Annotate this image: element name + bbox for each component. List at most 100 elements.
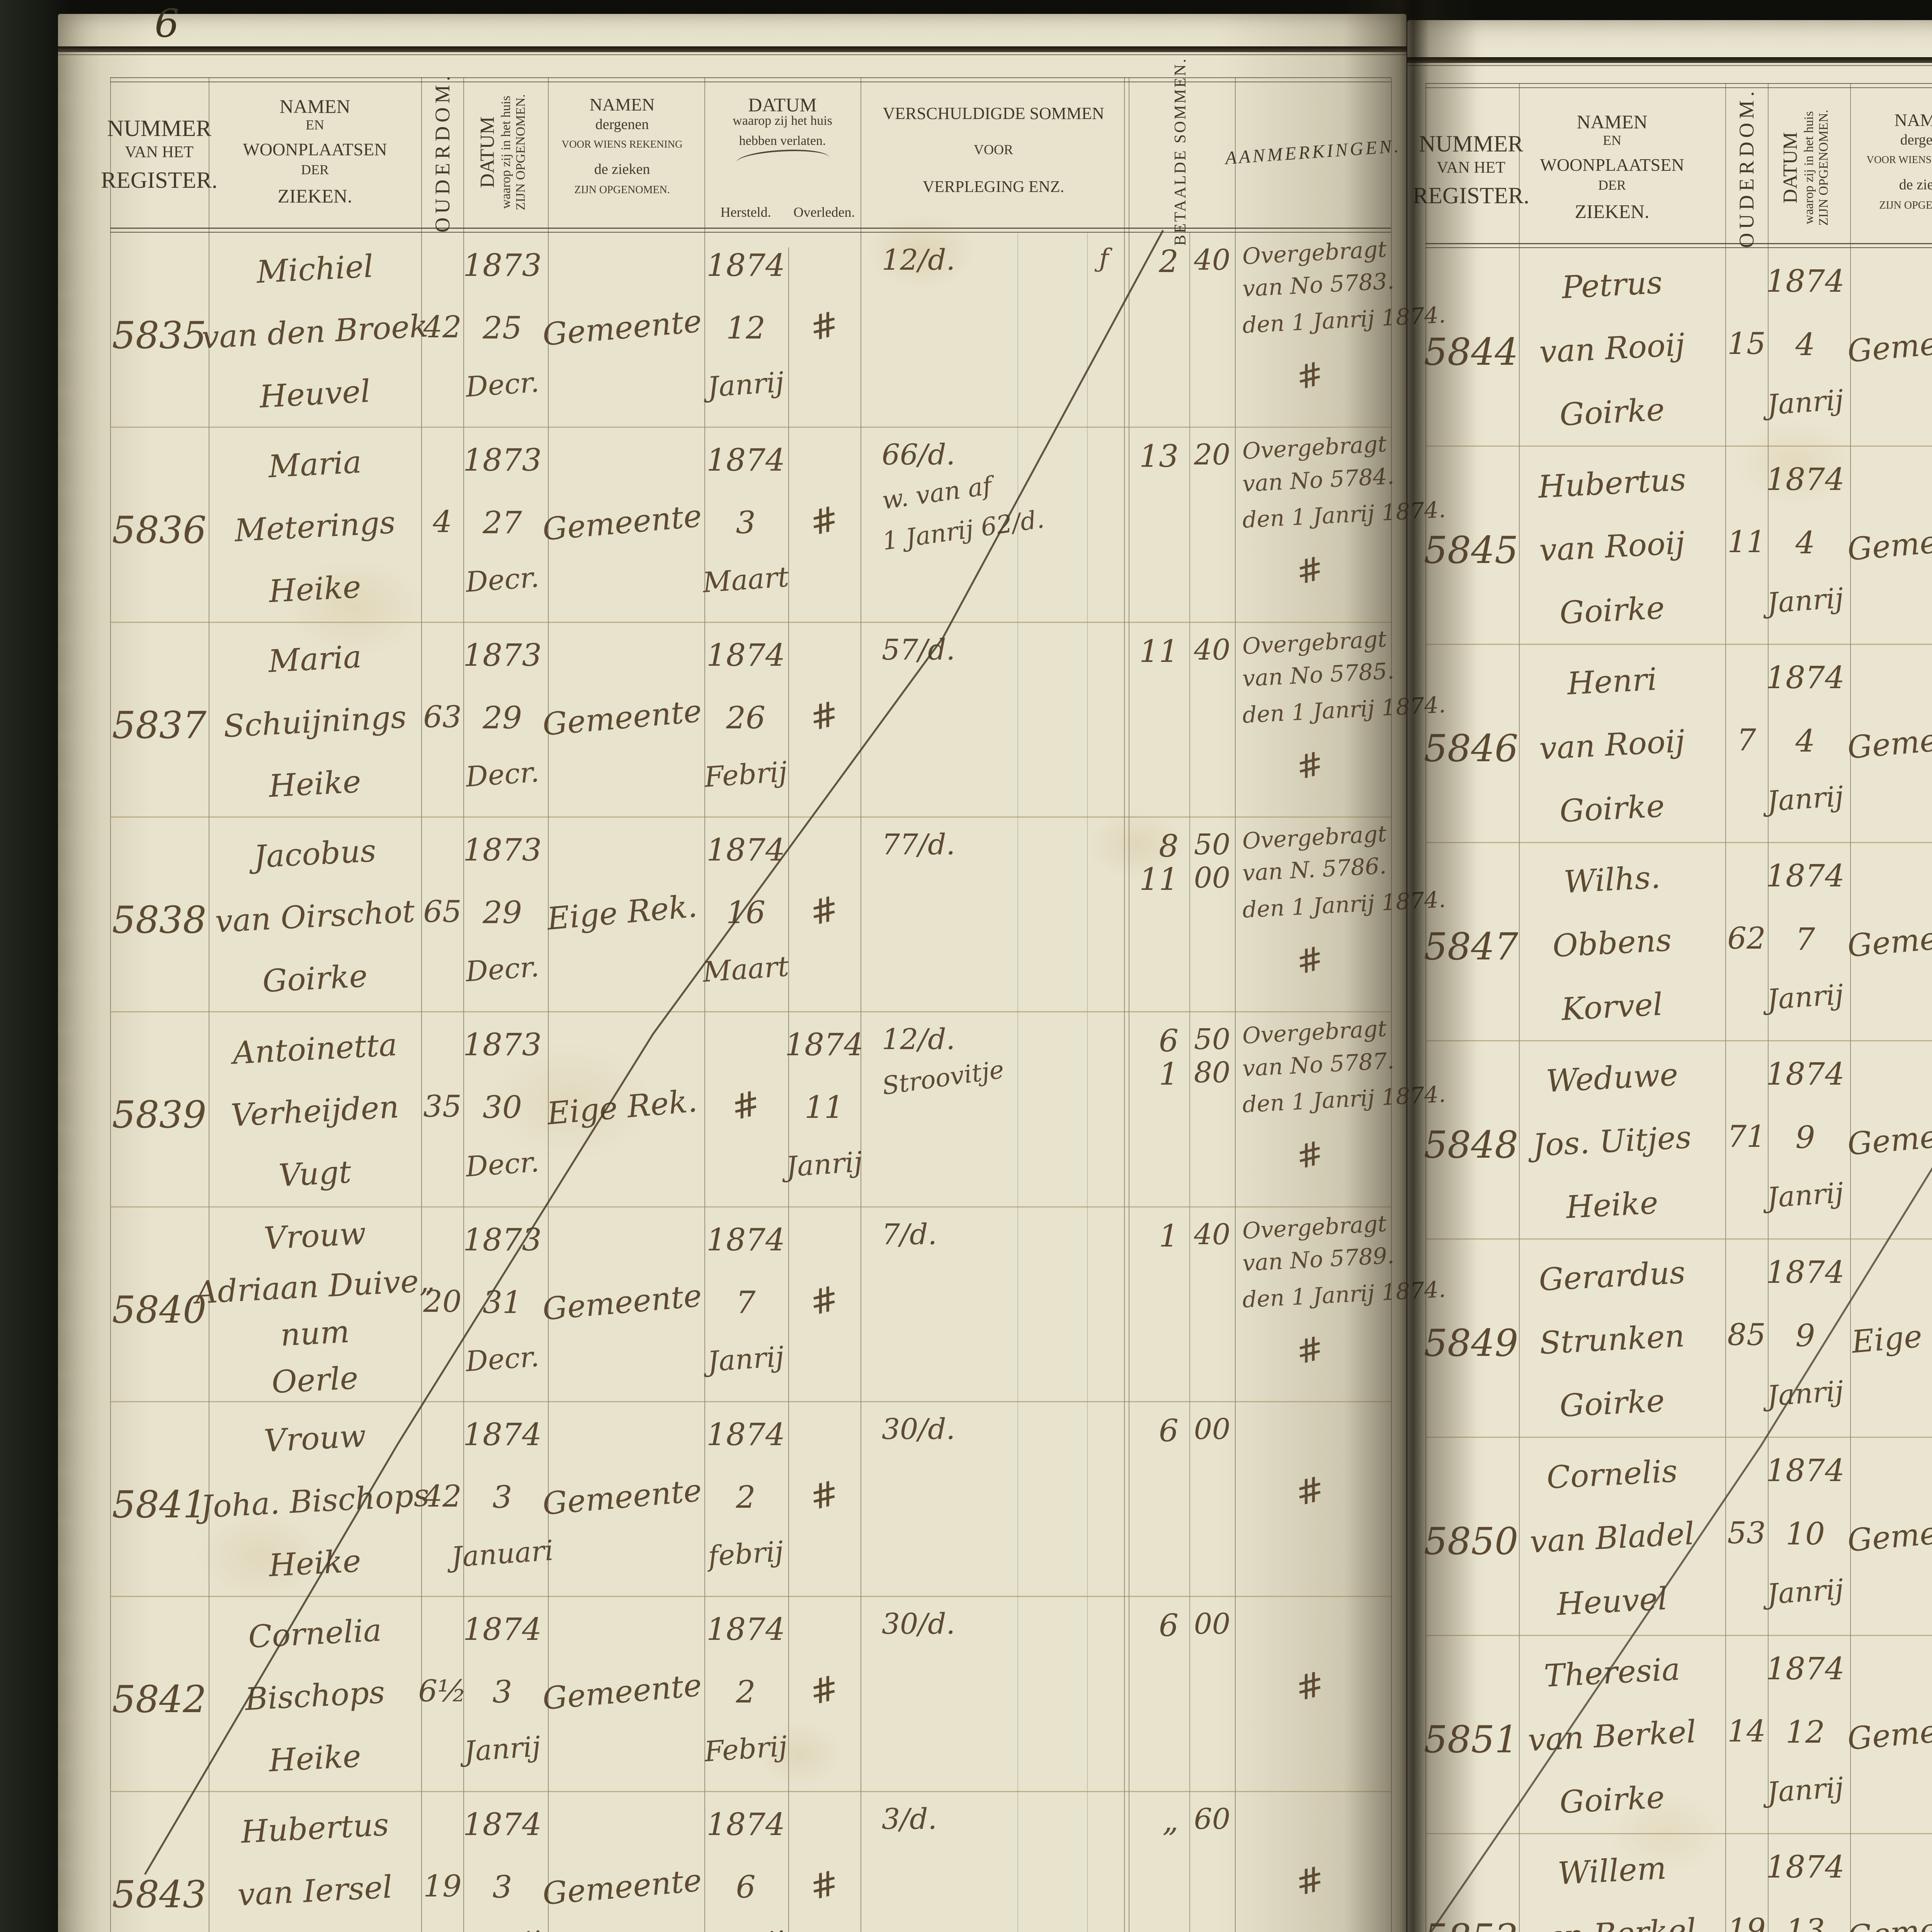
- patient-name-line: Maria: [267, 444, 362, 485]
- register-number: 5850: [1423, 1520, 1519, 1563]
- overleden-year: 1874: [785, 1027, 864, 1063]
- rule-vertical: [1519, 83, 1520, 1932]
- patient-name-line: van Berkel: [1527, 1912, 1697, 1932]
- rule-horizontal: [110, 1206, 1391, 1208]
- patient-name-line: Strunken: [1539, 1318, 1685, 1361]
- col-header-rekening: dergenen: [1900, 132, 1932, 148]
- patient-name-line: Heuvel: [259, 373, 371, 415]
- account-name: Gemeente: [541, 1862, 703, 1912]
- hersteld-year: 1874: [706, 1417, 785, 1452]
- hersteld-month: febrij: [707, 1535, 785, 1573]
- register-number: 5841: [112, 1483, 207, 1526]
- admission-month: Janrij: [1766, 582, 1845, 619]
- col-header-aanmerkingen: AANMERKINGEN.: [1225, 136, 1401, 168]
- admission-year: 1874: [463, 1611, 542, 1647]
- page-top-edge: [58, 46, 1406, 52]
- page-top-edge-rule: [1407, 65, 1932, 66]
- admission-year: 1874: [1766, 1651, 1845, 1687]
- remark-line: Overgebragt: [1242, 430, 1388, 464]
- patient-name-line: Joha. Bischops: [199, 1477, 430, 1525]
- col-header-betaalde-sommen: BETAALDE SOMMEN.: [1172, 57, 1189, 246]
- patient-name-line: van Oirschot: [214, 893, 416, 940]
- patient-name-line: Petrus: [1561, 264, 1663, 306]
- days-due-line: 66/d.: [882, 438, 955, 471]
- rule-vertical: [421, 77, 422, 1932]
- col-header-datum-verlaten: hebben verlaten.: [739, 134, 826, 148]
- account-name: Gemeente: [1846, 518, 1932, 568]
- paid-cents: 50: [1194, 1023, 1231, 1056]
- rule-vertical: [1850, 83, 1851, 1932]
- patient-name-line: Goirke: [1558, 787, 1666, 830]
- patient-age: 62: [1727, 921, 1766, 956]
- patient-age: 53: [1727, 1516, 1766, 1551]
- patient-name-line: Jacobus: [253, 832, 377, 875]
- admission-day: 4: [1795, 525, 1815, 561]
- account-name: Gemeente: [541, 693, 703, 743]
- register-number: 5852: [1424, 1916, 1518, 1932]
- hersteld-month: Febrij: [703, 1730, 788, 1768]
- col-header-rekening: dergenen: [595, 116, 649, 133]
- col-header-hersteld: Hersteld.: [720, 204, 771, 220]
- patient-age: 6½: [418, 1674, 467, 1709]
- rule-vertical: [1768, 83, 1769, 1932]
- rule-horizontal: [1425, 247, 1932, 248]
- patient-name-line: Goirke: [261, 957, 369, 1000]
- rule-horizontal: [1425, 243, 1932, 244]
- register-number: 5839: [112, 1093, 207, 1136]
- admission-day: 9: [1795, 1119, 1815, 1155]
- days-due-line: 3/d.: [882, 1803, 937, 1836]
- paid-guilders: 1: [1159, 1056, 1179, 1092]
- admission-month: Decr.: [464, 561, 540, 599]
- remark-mark: #: [1291, 1858, 1329, 1904]
- col-header-datum-verlaten: waarop zij het huis: [733, 114, 832, 128]
- admission-year: 1873: [463, 247, 542, 283]
- rule-horizontal: [110, 427, 1391, 428]
- col-header-datum-opgenomen-line: waarop zij in het huis: [1802, 111, 1816, 224]
- rule-vertical: [1124, 77, 1125, 1932]
- register-number: 5836: [112, 509, 207, 552]
- admission-day: 12: [1786, 1714, 1825, 1750]
- patient-name-line: Obbens: [1551, 922, 1673, 964]
- admission-day: 29: [483, 700, 522, 736]
- account-name: Eige Rek.: [545, 888, 699, 937]
- rule-horizontal: [1425, 1238, 1932, 1240]
- remark-line: van No 5785.: [1242, 657, 1395, 692]
- col-header-rekening: de zieken: [1899, 177, 1932, 193]
- patient-name-line: Heike: [268, 1543, 362, 1584]
- days-due-line: 12/d.: [882, 243, 955, 277]
- register-number: 5848: [1423, 1123, 1519, 1167]
- hersteld-mark: #: [727, 1082, 765, 1128]
- hersteld-year: 1874: [706, 1222, 785, 1258]
- account-name: Gemeente: [1846, 716, 1932, 766]
- patient-name-line: Goirke: [1558, 391, 1666, 433]
- paid-guilders: 6: [1159, 1413, 1179, 1449]
- days-due-line: 77/d.: [882, 828, 955, 861]
- patient-age: 20: [423, 1284, 462, 1319]
- col-header-datum-opgenomen: DATUM waarop zij in het huis ZIJN OPGENOME…: [476, 94, 528, 210]
- patient-age: 15: [1727, 327, 1766, 361]
- admission-month: Decr.: [464, 1340, 540, 1378]
- hersteld-day: 6: [736, 1869, 756, 1905]
- overleden-mark: #: [805, 1277, 843, 1323]
- admission-day: 3: [492, 1479, 512, 1515]
- col-header-datum-opgenomen-line: DATUM: [1779, 132, 1801, 204]
- paid-cents: 40: [1194, 243, 1231, 277]
- days-due-line: 30/d.: [882, 1413, 955, 1446]
- admission-year: 1873: [463, 1222, 542, 1258]
- admission-year: 1874: [1766, 1254, 1845, 1290]
- rule-vertical: [110, 77, 111, 1932]
- hersteld-month: Janrij: [706, 1340, 785, 1378]
- header-brace: [736, 147, 829, 163]
- admission-year: 1873: [463, 637, 542, 673]
- account-name: Gemeente: [541, 1667, 703, 1717]
- overleden-mark: #: [805, 498, 843, 544]
- patient-name-line: Hubertus: [1537, 461, 1687, 505]
- rule-vertical: [463, 77, 464, 1932]
- register-number: 5842: [112, 1678, 207, 1721]
- rule-horizontal: [110, 77, 1391, 78]
- register-number: 5844: [1423, 330, 1519, 374]
- paid-guilders: 6: [1159, 1023, 1179, 1059]
- register-number: 5835: [112, 314, 207, 357]
- admission-month: Janrij: [1766, 383, 1845, 421]
- patient-name-line: Henri: [1566, 661, 1658, 702]
